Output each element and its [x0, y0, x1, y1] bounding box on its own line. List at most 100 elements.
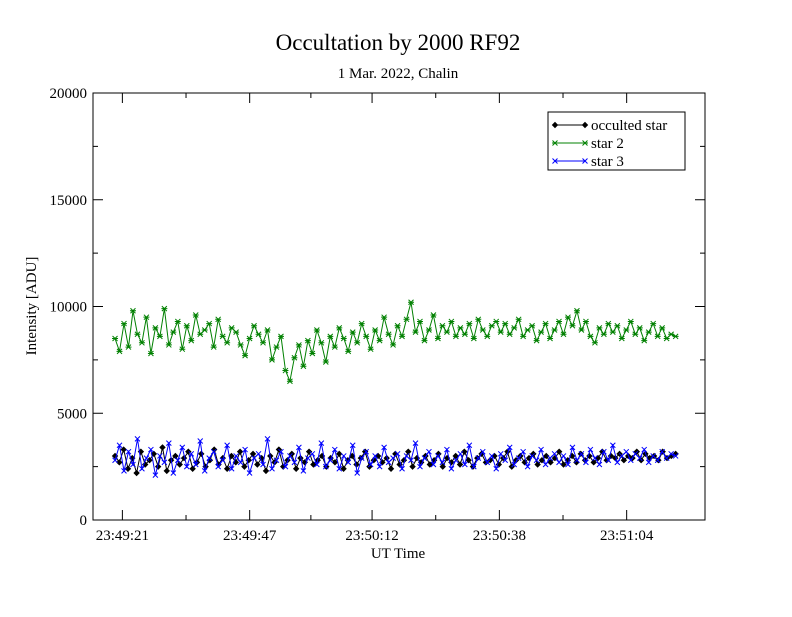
data-point	[313, 327, 320, 333]
data-point	[502, 320, 509, 327]
data-point	[569, 444, 576, 451]
data-point	[170, 470, 177, 476]
data-point	[524, 327, 531, 333]
data-point	[147, 350, 154, 357]
x-tick-label: 23:50:12	[345, 528, 398, 544]
data-point	[636, 324, 643, 331]
data-point	[497, 329, 504, 335]
data-point	[340, 465, 347, 472]
data-point	[408, 299, 415, 306]
data-point	[578, 450, 585, 457]
data-point	[583, 459, 589, 466]
data-point	[515, 316, 522, 323]
data-point	[116, 348, 123, 355]
data-point	[224, 442, 231, 449]
data-point	[179, 346, 186, 353]
data-point	[488, 453, 495, 459]
data-point	[336, 324, 343, 331]
data-point	[538, 329, 545, 335]
data-point	[408, 457, 414, 464]
data-point	[215, 316, 222, 323]
data-point	[372, 327, 379, 333]
data-point	[412, 329, 419, 335]
data-point	[228, 465, 235, 472]
data-point	[264, 436, 271, 442]
data-point	[138, 339, 145, 346]
data-point	[470, 335, 477, 342]
data-point	[354, 339, 361, 346]
data-point	[188, 337, 195, 344]
data-point	[605, 457, 612, 464]
data-point	[547, 335, 554, 342]
data-point	[456, 461, 464, 468]
data-point	[645, 329, 652, 335]
data-point	[587, 333, 594, 340]
data-point	[618, 453, 625, 459]
y-tick-label: 0	[80, 513, 88, 529]
data-point	[609, 329, 616, 335]
data-point	[659, 324, 666, 331]
data-point	[305, 448, 313, 455]
data-point	[439, 322, 446, 329]
chart-subtitle: 1 Mar. 2022, Chalin	[338, 66, 459, 82]
data-point	[654, 457, 661, 464]
data-point	[165, 440, 172, 446]
data-point	[465, 457, 472, 464]
data-point	[336, 450, 343, 458]
data-point	[183, 322, 190, 329]
data-point	[161, 305, 168, 312]
data-point	[533, 457, 540, 464]
data-point	[367, 461, 374, 468]
data-point	[148, 446, 154, 453]
data-point	[394, 450, 401, 457]
data-point	[251, 322, 258, 329]
data-point	[636, 455, 643, 461]
data-point	[560, 331, 567, 338]
data-point	[165, 342, 172, 348]
data-point	[215, 463, 222, 470]
data-point	[645, 459, 652, 466]
legend-box	[547, 111, 686, 171]
data-point	[295, 342, 302, 348]
data-point	[358, 455, 365, 461]
data-point	[381, 444, 387, 451]
data-point	[470, 463, 477, 470]
data-point	[219, 457, 226, 464]
data-point	[466, 320, 473, 327]
data-point	[457, 324, 464, 331]
data-point	[641, 337, 648, 344]
data-point	[185, 448, 192, 455]
data-point	[112, 335, 119, 342]
legend-marker	[582, 140, 588, 146]
y-tick-label: 5000	[57, 406, 87, 422]
data-point	[188, 450, 195, 457]
data-point	[620, 457, 628, 464]
x-axis: 23:49:21 23:49:47 23:50:12 23:50:38 23:51:04	[96, 93, 654, 544]
data-point	[206, 455, 213, 461]
data-point	[488, 322, 495, 329]
data-point	[627, 457, 634, 464]
data-point	[296, 444, 302, 451]
data-point	[249, 450, 257, 458]
data-point	[278, 448, 284, 455]
data-point	[426, 448, 432, 455]
y-tick-label: 15000	[50, 193, 88, 209]
data-point	[542, 461, 549, 468]
data-point	[309, 450, 316, 457]
data-point	[416, 318, 423, 325]
data-point	[354, 470, 361, 476]
data-point	[439, 459, 446, 466]
data-point	[273, 344, 280, 350]
data-point	[242, 446, 248, 453]
data-point	[269, 465, 275, 472]
data-point	[262, 467, 270, 475]
data-point	[461, 461, 468, 468]
data-point	[560, 461, 567, 468]
data-point	[530, 450, 537, 458]
data-point	[322, 359, 329, 365]
data-point	[600, 331, 607, 338]
data-point	[286, 378, 293, 385]
data-point	[461, 448, 468, 455]
